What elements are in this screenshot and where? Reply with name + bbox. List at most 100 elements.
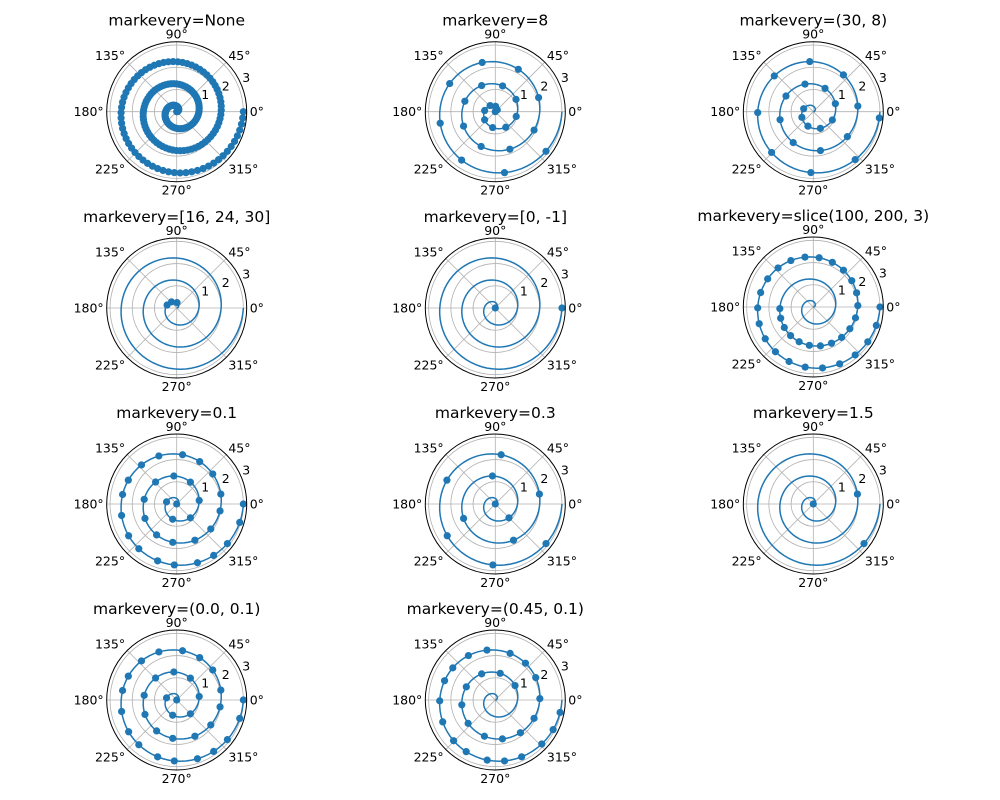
- theta-tick-label: 0°: [568, 692, 582, 707]
- theta-tick-label: 315°: [228, 161, 258, 176]
- marker: [193, 166, 202, 175]
- marker: [137, 657, 146, 665]
- marker: [191, 536, 199, 544]
- r-tick-label: 2: [222, 667, 230, 682]
- theta-grid-line: [176, 503, 227, 554]
- marker: [191, 732, 199, 740]
- marker: [153, 531, 161, 539]
- theta-tick-label: 270°: [480, 379, 510, 394]
- marker: [443, 532, 451, 540]
- marker: [488, 472, 497, 480]
- theta-tick-label: 45°: [547, 48, 569, 63]
- marker: [239, 500, 247, 508]
- marker: [754, 304, 762, 312]
- r-tick-label: 2: [540, 79, 548, 94]
- r-tick-label: 1: [201, 675, 209, 690]
- marker: [764, 275, 772, 283]
- theta-tick-label: 180°: [392, 300, 422, 315]
- marker: [140, 691, 148, 699]
- marker: [170, 561, 178, 569]
- marker: [137, 461, 146, 469]
- polar-spine: [424, 237, 566, 379]
- polar-spine: [106, 41, 248, 183]
- theta-tick-label: 135°: [732, 440, 762, 455]
- r-tick-label: 3: [242, 658, 250, 673]
- marker: [239, 108, 247, 116]
- marker: [178, 451, 187, 459]
- theta-tick-label: 270°: [162, 183, 192, 198]
- marker: [173, 696, 181, 704]
- marker: [818, 364, 827, 372]
- theta-tick-label: 45°: [547, 244, 569, 259]
- marker: [207, 525, 215, 533]
- theta-grid-line: [126, 307, 177, 358]
- polar-subplot: 123 0° 45° 90° 135° 180° 225° 270° 315° markevery…: [710, 12, 900, 198]
- theta-tick-label: 315°: [865, 554, 895, 569]
- theta-tick-label: 90°: [166, 419, 188, 434]
- marker: [446, 79, 454, 88]
- marker: [141, 710, 149, 719]
- marker: [821, 84, 829, 92]
- r-tick-label: 2: [540, 667, 548, 682]
- theta-tick-label: 135°: [95, 636, 125, 651]
- r-tick-label: 3: [561, 70, 569, 85]
- marker: [481, 106, 489, 115]
- marker: [210, 747, 218, 755]
- marker: [170, 668, 178, 676]
- theta-grid-line: [495, 503, 546, 554]
- marker: [170, 757, 178, 765]
- theta-tick-label: 225°: [732, 357, 762, 372]
- marker: [767, 148, 776, 157]
- marker: [239, 696, 247, 704]
- marker: [117, 511, 126, 520]
- r-tick-label: 2: [540, 275, 548, 290]
- marker: [169, 711, 177, 719]
- theta-grid-line: [495, 699, 546, 750]
- theta-tick-label: 90°: [802, 222, 824, 237]
- r-tick-label: 1: [201, 479, 209, 494]
- theta-tick-label: 0°: [568, 104, 582, 119]
- marker: [233, 132, 241, 140]
- subplot-title: markevery=[0, -1]: [424, 208, 567, 226]
- marker: [491, 500, 499, 508]
- marker: [532, 674, 540, 682]
- r-tick-label: 2: [222, 79, 230, 94]
- marker: [521, 659, 530, 667]
- theta-tick-label: 180°: [392, 496, 422, 511]
- theta-grid-line: [176, 307, 227, 358]
- theta-grid-line: [176, 454, 227, 505]
- r-tick-label: 3: [561, 266, 569, 281]
- theta-grid-line: [763, 454, 814, 505]
- marker: [853, 289, 861, 297]
- r-tick-label: 1: [838, 479, 846, 494]
- theta-tick-label: 135°: [95, 48, 125, 63]
- marker: [816, 146, 825, 155]
- theta-grid-line: [763, 306, 814, 357]
- marker: [864, 338, 872, 346]
- r-tick-label: 3: [242, 70, 250, 85]
- marker: [505, 514, 513, 522]
- marker: [535, 490, 544, 498]
- marker: [141, 514, 149, 523]
- marker: [876, 303, 884, 311]
- r-tick-label: 1: [520, 87, 528, 102]
- r-tick-label: 2: [222, 471, 230, 486]
- marker: [459, 514, 468, 523]
- theta-tick-label: 180°: [74, 104, 104, 119]
- theta-grid-line: [176, 258, 227, 309]
- theta-tick-label: 135°: [414, 244, 444, 259]
- marker: [542, 539, 550, 548]
- marker: [500, 757, 509, 765]
- theta-tick-label: 270°: [480, 183, 510, 198]
- marker: [176, 169, 184, 177]
- theta-tick-label: 45°: [865, 243, 887, 258]
- subplot-title: markevery=8: [442, 12, 548, 30]
- marker: [776, 304, 784, 313]
- subplot-title: markevery=(0.45, 0.1): [407, 600, 584, 618]
- r-tick-label: 3: [879, 70, 887, 85]
- r-tick-label: 3: [879, 462, 887, 477]
- marker: [462, 683, 470, 691]
- polar-subplot: 123 0° 45° 90° 135° 180° 225° 270° 315° markevery…: [697, 207, 929, 393]
- r-tick-label: 2: [858, 79, 866, 94]
